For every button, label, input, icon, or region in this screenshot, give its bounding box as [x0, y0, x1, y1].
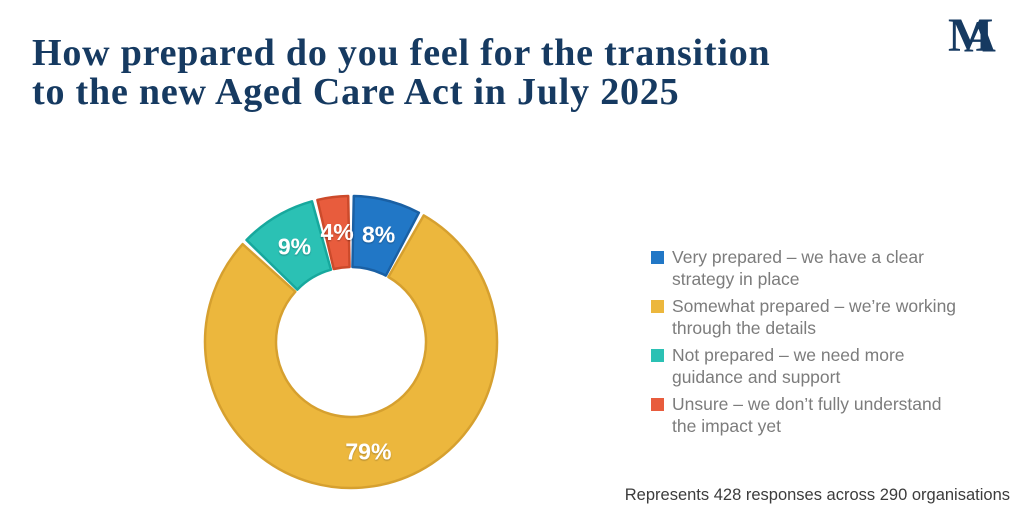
legend-item-very-prepared: Very prepared – we have a clear strategy…: [651, 246, 971, 290]
donut-segment-1: [203, 214, 499, 490]
donut-label-0: 8%: [362, 222, 395, 248]
page-title-line-2: to the new Aged Care Act in July 2025: [32, 71, 680, 113]
donut-segment-3: [316, 194, 351, 271]
legend-item-unsure: Unsure – we don’t fully understand the i…: [651, 393, 971, 437]
donut-label-3: 4%: [320, 219, 353, 245]
page-title: How prepared do you feel for the transit…: [32, 34, 932, 112]
page-title-line-1: How prepared do you feel for the transit…: [32, 32, 771, 74]
donut-segment-0: [351, 194, 421, 277]
legend-label-very-prepared: Very prepared – we have a clear strategy…: [672, 247, 924, 289]
legend-item-somewhat-prepared: Somewhat prepared – we’re working throug…: [651, 295, 971, 339]
legend-swatch-not-prepared: [651, 349, 664, 362]
donut-label-1: 79%: [345, 439, 391, 465]
donut-chart: 8% 79% 9% 4%: [203, 194, 499, 490]
legend-item-not-prepared: Not prepared – we need more guidance and…: [651, 344, 971, 388]
logo-letter-a: A: [964, 12, 996, 61]
donut-label-2: 9%: [278, 234, 311, 260]
legend-swatch-unsure: [651, 398, 664, 411]
legend-swatch-very-prepared: [651, 251, 664, 264]
responses-footnote: Represents 428 responses across 290 orga…: [624, 486, 1010, 504]
legend-label-somewhat-prepared: Somewhat prepared – we’re working throug…: [672, 296, 957, 338]
logo-letter-m: M: [948, 9, 994, 62]
legend-swatch-somewhat-prepared: [651, 300, 664, 313]
ma-monogram-logo: M A: [948, 8, 1012, 64]
legend-label-not-prepared: Not prepared – we need more guidance and…: [672, 345, 905, 387]
donut-chart-container: 8% 79% 9% 4%: [195, 186, 507, 498]
chart-legend: Very prepared – we have a clear strategy…: [651, 246, 971, 442]
legend-label-unsure: Unsure – we don’t fully understand the i…: [672, 394, 942, 436]
donut-segment-2: [245, 200, 333, 291]
